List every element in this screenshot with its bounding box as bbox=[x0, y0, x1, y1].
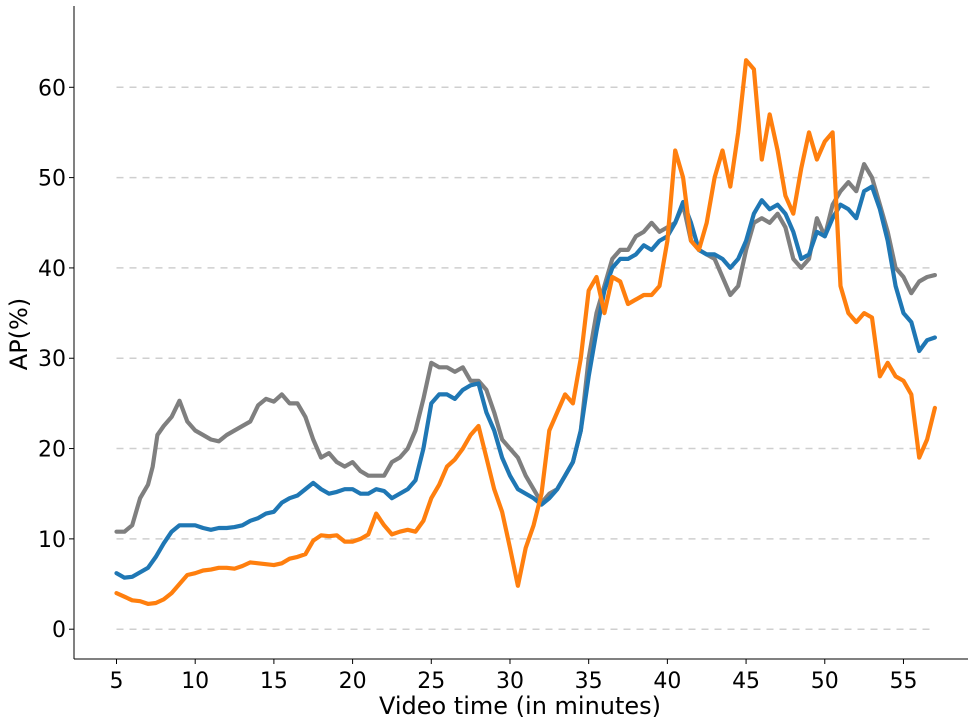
x-tick-label: 15 bbox=[260, 669, 288, 694]
y-tick-label: 10 bbox=[38, 528, 66, 553]
x-tick-label: 55 bbox=[889, 669, 917, 694]
y-axis-ticks: 0 10 20 30 40 50 60 bbox=[38, 76, 74, 643]
y-tick-label: 60 bbox=[38, 76, 66, 101]
x-tick-label: 20 bbox=[339, 669, 367, 694]
x-tick-label: 10 bbox=[181, 669, 209, 694]
series-line-3 bbox=[114, 58, 937, 606]
grid-lines bbox=[116, 86, 935, 630]
x-tick-label: 50 bbox=[811, 669, 839, 694]
y-axis-title: AP(%) bbox=[5, 298, 33, 370]
x-tick-label: 25 bbox=[417, 669, 445, 694]
series-line-2 bbox=[114, 184, 937, 580]
x-axis-ticks: 5 10 15 20 25 30 35 40 45 50 55 bbox=[109, 659, 917, 694]
x-tick-label: 45 bbox=[732, 669, 760, 694]
x-tick-label: 30 bbox=[496, 669, 524, 694]
y-tick-label: 50 bbox=[38, 167, 66, 192]
y-tick-label: 20 bbox=[38, 438, 66, 463]
y-tick-label: 30 bbox=[38, 347, 66, 372]
x-tick-label: 35 bbox=[575, 669, 603, 694]
series-line-1 bbox=[114, 162, 937, 534]
series-lines bbox=[114, 58, 937, 606]
y-tick-label: 40 bbox=[38, 257, 66, 282]
x-axis-title: Video time (in minutes) bbox=[379, 692, 661, 720]
y-tick-label: 0 bbox=[52, 618, 66, 643]
x-tick-label: 5 bbox=[109, 669, 123, 694]
x-tick-label: 40 bbox=[653, 669, 681, 694]
